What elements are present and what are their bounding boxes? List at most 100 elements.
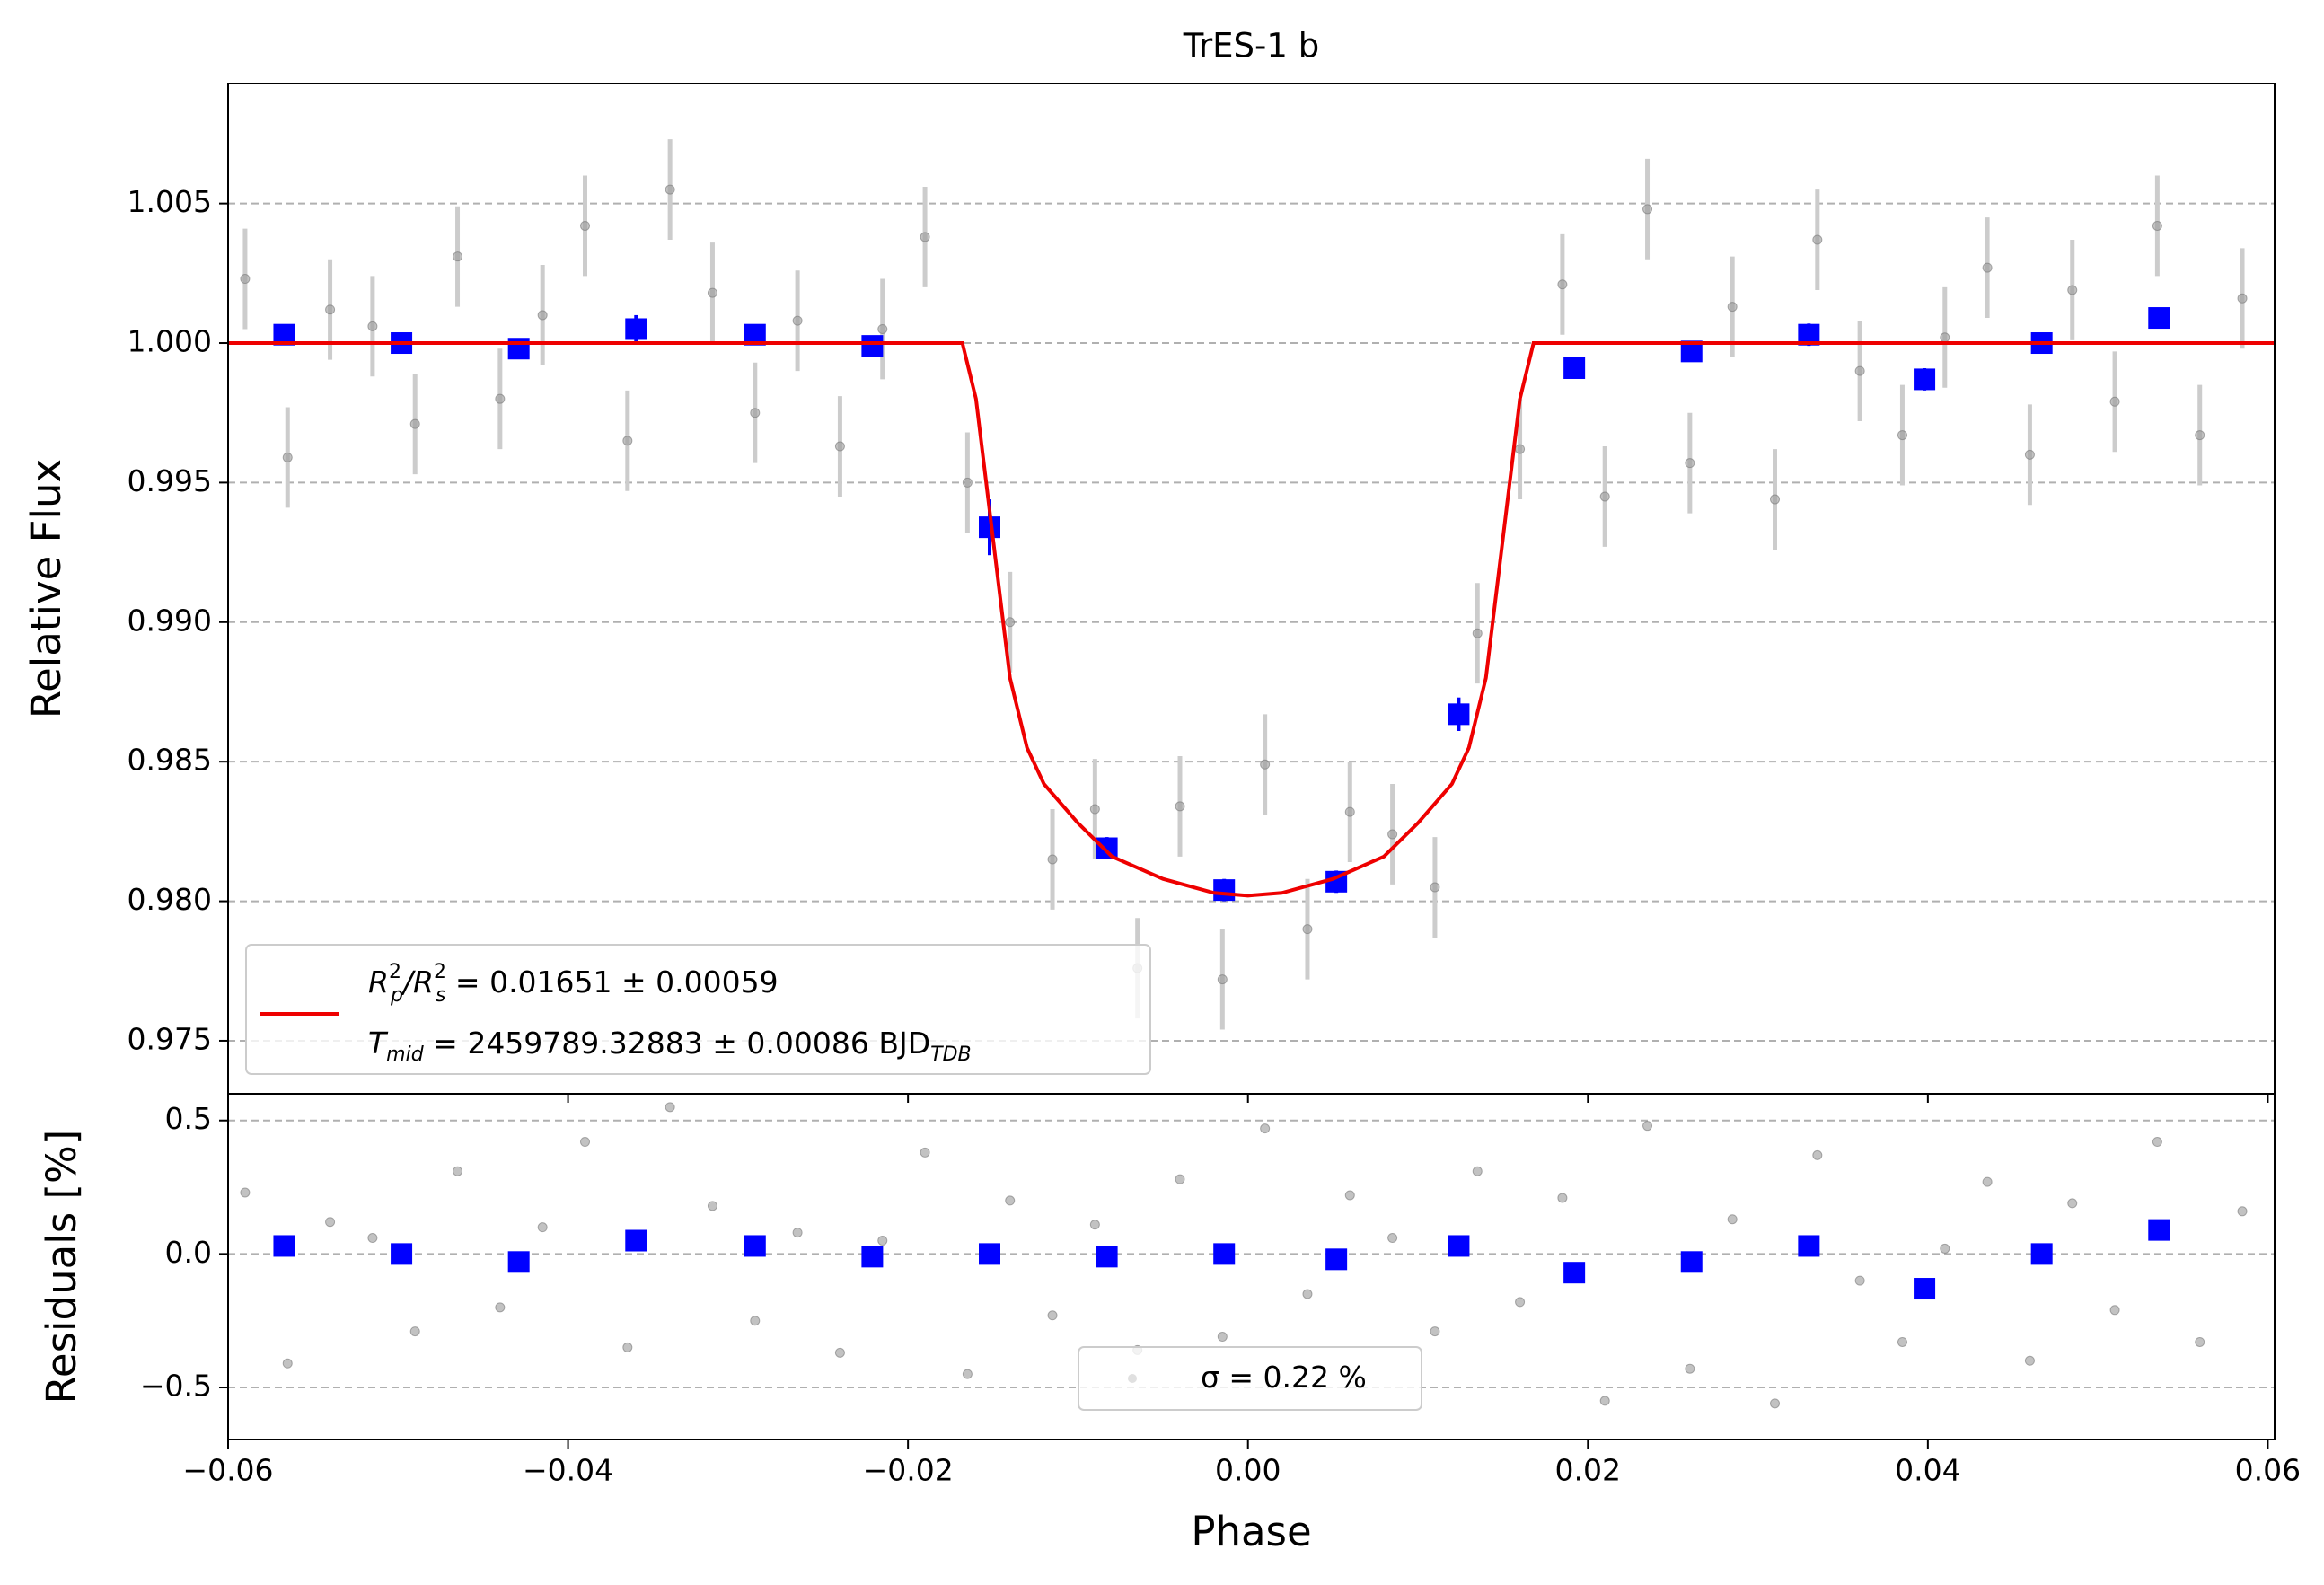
data-point: [877, 1236, 888, 1246]
data-point: [537, 1222, 548, 1233]
binned-point: [1448, 1235, 1470, 1257]
data-point: [877, 323, 888, 334]
x-tick-label: 0.00: [1215, 1453, 1281, 1488]
data-point: [1940, 1243, 1950, 1254]
y-tick-label: 0.980: [128, 882, 212, 917]
data-point: [2195, 1336, 2205, 1347]
binned-point: [1798, 1235, 1820, 1257]
data-point: [1897, 1336, 1907, 1347]
binned-point: [1096, 1246, 1118, 1268]
binned-point: [979, 1243, 1000, 1265]
data-point: [707, 1201, 717, 1211]
chart-title: TrES-1 b: [1183, 27, 1319, 66]
y-tick-label: −0.5: [140, 1369, 212, 1404]
data-point: [2067, 285, 2078, 295]
data-point: [1812, 1149, 1823, 1160]
legend-text: R: [368, 964, 389, 999]
binned-point: [1448, 703, 1470, 726]
y-tick-label: 1.005: [128, 184, 212, 219]
data-point: [1599, 1396, 1610, 1406]
legend-text: = 2459789.32883 ± 0.00086 BJD: [424, 1026, 930, 1061]
y-tick-label: 0.990: [128, 603, 212, 638]
axes-frame: [227, 1093, 2276, 1440]
data-point: [1515, 1297, 1526, 1308]
y-tick-label: 0.5: [165, 1101, 212, 1136]
legend-text: /R: [401, 964, 434, 999]
binned-point: [861, 335, 884, 357]
legend-label: σ = 0.22 %: [1201, 1360, 1367, 1395]
data-point: [1089, 804, 1100, 815]
binned-point: [1096, 837, 1118, 859]
legend-box: [245, 944, 1151, 1075]
data-point: [1557, 279, 1568, 290]
data-point: [2109, 396, 2120, 407]
data-point: [2152, 220, 2162, 231]
data-point: [1089, 1220, 1100, 1230]
data-point: [920, 232, 930, 242]
data-point: [409, 1326, 420, 1337]
data-point: [1727, 302, 1738, 313]
legend-sup: 2: [389, 961, 401, 983]
x-tick-label: 0.06: [2235, 1453, 2301, 1488]
data-point: [1430, 882, 1440, 893]
data-point: [240, 1187, 251, 1198]
axes-frame: [227, 83, 2276, 1095]
data-point: [325, 1217, 336, 1228]
y-tick-label: 0.985: [128, 743, 212, 778]
data-point: [537, 310, 548, 321]
data-point: [1175, 801, 1185, 812]
binned-point: [507, 1251, 530, 1273]
data-point: [2024, 449, 2035, 460]
data-point: [962, 1369, 973, 1379]
binned-point: [1213, 1243, 1236, 1265]
x-tick-label: −0.02: [863, 1453, 954, 1488]
data-point: [367, 1233, 378, 1244]
plot-area: [228, 139, 2275, 1030]
binned-point: [861, 1246, 884, 1268]
data-point: [1472, 1166, 1483, 1176]
x-tick-label: −0.06: [182, 1453, 273, 1488]
legend-box: [1078, 1346, 1422, 1411]
data-point: [1302, 1289, 1313, 1299]
data-point: [2195, 430, 2205, 441]
data-point: [707, 287, 717, 298]
x-tick-label: 0.02: [1555, 1453, 1621, 1488]
binned-point: [391, 1243, 413, 1265]
legend-text: T: [368, 1026, 389, 1061]
binned-point: [1563, 1262, 1586, 1284]
data-point: [1387, 1233, 1398, 1244]
data-point: [1047, 854, 1058, 865]
data-point: [1387, 829, 1398, 840]
binned-point: [625, 318, 647, 340]
x-axis-label: Phase: [1191, 1508, 1311, 1555]
data-point: [622, 1342, 633, 1352]
binned-point: [744, 1235, 766, 1257]
legend-sub: mid: [386, 1043, 425, 1066]
y-axis-label: Residuals [%]: [38, 1130, 85, 1404]
legend-label: Tmid​ = 2459789.32883 ± 0.00086 BJDTDB​: [368, 1026, 972, 1067]
data-point: [1005, 617, 1016, 628]
data-point: [1472, 628, 1483, 638]
binned-point: [2030, 1243, 2053, 1265]
binned-point: [1914, 368, 1936, 391]
data-point: [1685, 1363, 1695, 1374]
binned-point: [273, 1235, 295, 1257]
data-point: [325, 304, 336, 315]
data-point: [2109, 1305, 2120, 1316]
y-tick-label: 0.0: [165, 1235, 212, 1270]
data-point: [1854, 365, 1865, 376]
data-point: [1770, 1398, 1780, 1409]
data-point: [1557, 1193, 1568, 1203]
legend-text: = 0.01651 ± 0.00059: [445, 964, 778, 999]
plot-area: [240, 1102, 2248, 1409]
data-point: [1599, 491, 1610, 502]
binned-point: [1914, 1278, 1936, 1300]
data-point: [2067, 1198, 2078, 1209]
data-point: [1940, 332, 1950, 343]
data-point: [1982, 1176, 1993, 1187]
data-point: [622, 436, 633, 446]
data-point: [792, 1228, 803, 1238]
data-point: [409, 418, 420, 429]
binned-point: [1325, 1248, 1348, 1271]
